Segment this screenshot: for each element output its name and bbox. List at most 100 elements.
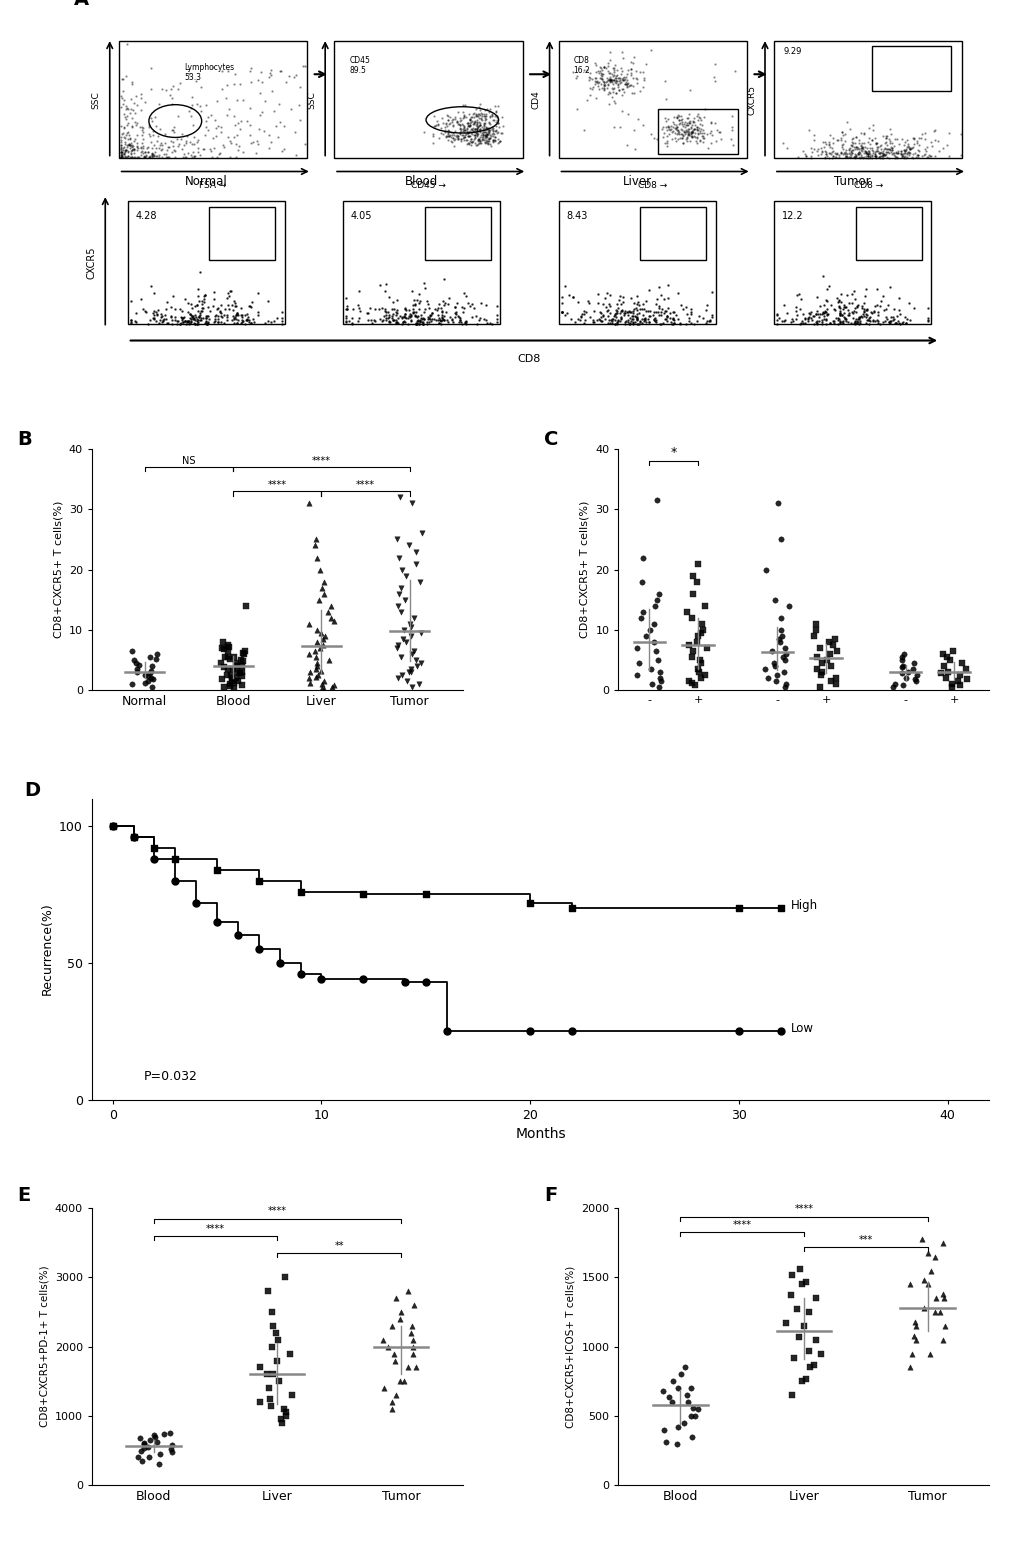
Point <box>278 1400 294 1425</box>
Point <box>628 305 644 330</box>
Point <box>135 136 151 161</box>
Text: Tumor: Tumor <box>834 175 870 187</box>
Point <box>861 305 877 330</box>
Point <box>219 59 235 84</box>
Point <box>772 528 789 552</box>
Point <box>476 113 492 138</box>
Text: Low: Low <box>791 1023 813 1035</box>
Point <box>777 671 794 696</box>
Point <box>141 113 157 138</box>
Point <box>817 139 834 164</box>
Point <box>673 108 689 133</box>
Point <box>775 292 792 317</box>
Point <box>433 311 449 336</box>
Point <box>311 636 327 661</box>
Point <box>194 295 210 320</box>
Point <box>830 294 847 319</box>
Point <box>631 292 647 317</box>
Point <box>902 136 918 161</box>
Point <box>808 311 824 336</box>
Point <box>132 80 149 105</box>
Point <box>553 300 570 325</box>
Point <box>445 122 462 147</box>
Point <box>601 68 618 93</box>
Point <box>853 145 869 170</box>
Point <box>660 1385 677 1409</box>
Point <box>143 105 159 130</box>
Text: 9.29: 9.29 <box>783 48 801 56</box>
Point <box>114 139 130 164</box>
Point <box>193 99 209 124</box>
Point <box>867 138 883 162</box>
Point <box>807 617 823 642</box>
Point <box>123 70 140 94</box>
Point <box>192 288 208 312</box>
Point <box>252 1389 268 1414</box>
Point <box>225 71 242 96</box>
Point <box>149 124 165 149</box>
Point <box>168 127 184 152</box>
Point <box>834 119 850 144</box>
Point <box>122 127 139 152</box>
Point <box>169 309 185 334</box>
Point <box>196 136 212 161</box>
Point <box>874 309 891 334</box>
Point <box>685 118 701 142</box>
Point <box>228 306 245 331</box>
Point <box>301 611 317 636</box>
Point <box>599 303 615 328</box>
Point <box>156 142 172 167</box>
Point <box>697 297 713 322</box>
Point <box>117 131 133 156</box>
Point <box>490 130 506 155</box>
Point <box>652 283 668 308</box>
Point <box>923 133 940 158</box>
Point <box>325 608 341 633</box>
Point <box>434 305 450 330</box>
Point <box>352 299 368 323</box>
Point <box>475 114 491 139</box>
Point <box>830 309 847 334</box>
Point <box>273 308 289 333</box>
Point <box>415 311 431 336</box>
Point <box>908 142 924 167</box>
Point <box>404 1335 420 1360</box>
Point <box>366 308 382 333</box>
Point <box>862 300 878 325</box>
Point <box>484 118 500 142</box>
Point <box>895 138 911 162</box>
Point <box>808 285 824 309</box>
Point <box>392 1299 409 1324</box>
Point <box>612 299 629 323</box>
Point <box>478 131 494 156</box>
Point <box>384 308 400 333</box>
Point <box>125 97 142 122</box>
Point <box>897 138 913 162</box>
Point <box>675 130 691 155</box>
Point <box>661 118 678 142</box>
Point <box>802 306 818 331</box>
Point <box>890 286 906 311</box>
Point <box>454 118 471 142</box>
Point <box>421 306 437 331</box>
Point <box>205 286 221 311</box>
Point <box>674 118 690 142</box>
Point <box>645 125 661 150</box>
Point <box>482 105 498 130</box>
Point <box>853 294 869 319</box>
Point <box>704 302 720 326</box>
Point <box>569 306 585 331</box>
Point <box>446 295 463 320</box>
Point <box>445 125 462 150</box>
Point <box>252 102 268 127</box>
Point <box>842 144 858 169</box>
Point <box>468 133 484 158</box>
Point <box>124 138 141 162</box>
Point <box>243 131 259 156</box>
Point <box>869 139 886 164</box>
Point <box>881 138 898 162</box>
Point <box>861 135 877 159</box>
Point <box>817 141 834 166</box>
Point <box>601 68 618 93</box>
Point <box>485 128 501 153</box>
